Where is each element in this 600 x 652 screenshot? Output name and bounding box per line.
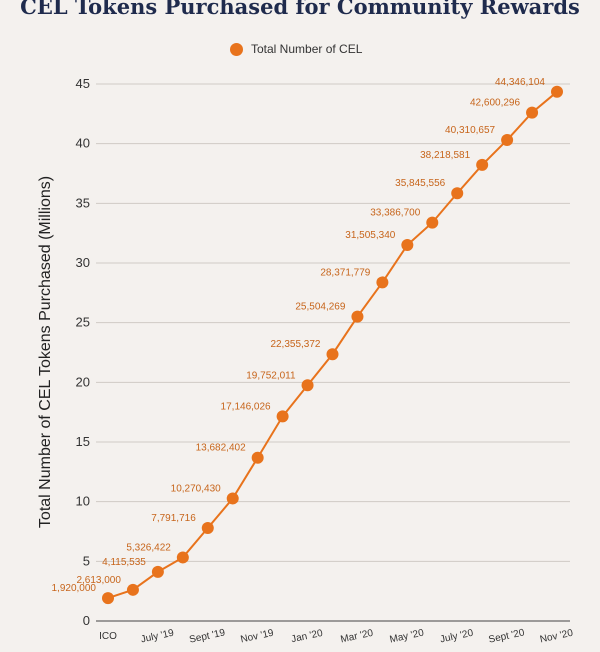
y-tick-label: 0 [83,613,90,628]
data-label: 42,600,296 [470,98,520,109]
data-point [251,451,264,464]
data-point [526,106,539,119]
y-tick-label: 10 [76,494,90,509]
x-tick-label: Nov '20 [539,628,575,646]
data-label: 17,146,026 [221,401,271,412]
data-point [401,239,414,252]
data-point [151,565,164,578]
data-label: 1,920,000 [52,583,97,594]
x-tick-label: July '20 [439,628,475,646]
x-tick-label: Sept '20 [488,627,526,645]
y-axis-ticks: 0 5 10 15 20 25 30 35 40 45 [76,76,90,628]
data-label: 4,115,535 [102,557,146,568]
y-axis-label: Total Number of CEL Tokens Purchased (Mi… [37,176,54,528]
x-tick-label: May '20 [389,627,426,645]
data-point [351,310,364,323]
y-tick-label: 40 [76,136,90,151]
data-label: 33,386,700 [370,208,420,219]
x-tick-label: July '19 [140,628,176,646]
data-points [102,85,563,605]
legend-marker [230,42,243,56]
x-tick-label: Mar '20 [340,628,375,646]
x-axis-ticks: ICO July '19 Sept '19 Nov '19 Jan '20 Mar '20… [99,627,574,645]
y-tick-label: 35 [76,195,90,210]
data-point [176,551,189,564]
data-point [102,592,114,605]
gridlines [96,83,570,562]
data-label: 38,218,581 [420,150,470,161]
data-label: 44,346,104 [495,77,545,88]
data-label: 40,310,657 [445,125,495,136]
data-label: 13,682,402 [196,443,246,454]
data-point [476,158,489,171]
data-point [326,348,339,361]
data-point [301,379,314,392]
data-point [426,216,439,229]
data-label: 31,505,340 [345,230,395,241]
x-tick-label: Jan '20 [290,628,324,645]
data-label: 19,752,011 [246,370,296,381]
data-point [226,492,239,505]
data-label: 7,791,716 [151,513,196,524]
x-tick-label: ICO [99,631,117,642]
data-point [551,85,563,98]
data-point [501,133,514,146]
data-point [201,522,214,535]
x-tick-label: Sept '19 [188,627,226,645]
data-label: 25,504,269 [295,302,345,313]
chart-title: CEL Tokens Purchased for Community Rewar… [20,0,580,19]
legend: Total Number of CEL [230,42,362,56]
legend-label: Total Number of CEL [251,42,363,56]
data-point [276,410,289,423]
y-tick-label: 5 [83,553,90,568]
data-point [376,276,389,289]
data-label: 2,613,000 [76,575,121,586]
y-tick-label: 20 [76,374,90,389]
x-tick-label: Nov '19 [240,628,276,646]
data-label: 22,355,372 [270,339,320,350]
y-tick-label: 30 [76,255,90,270]
data-point [126,583,139,596]
data-label: 10,270,430 [171,483,221,494]
data-label: 5,326,422 [126,542,171,553]
data-point [451,187,464,200]
y-tick-label: 15 [76,434,90,449]
y-tick-label: 45 [76,76,90,91]
data-label: 35,845,556 [395,178,445,189]
y-tick-label: 25 [76,315,90,330]
data-label: 28,371,779 [320,267,370,278]
